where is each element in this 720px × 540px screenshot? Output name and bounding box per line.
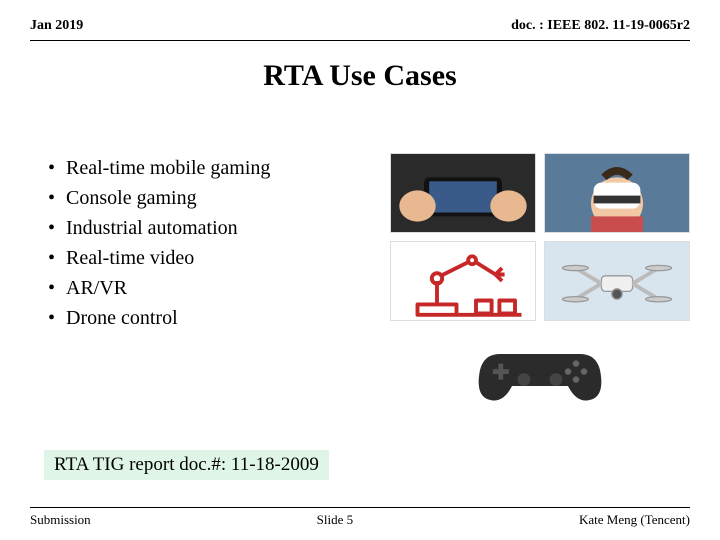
header-date: Jan 2019 [30, 18, 83, 34]
content-area: Real-time mobile gaming Console gaming I… [0, 93, 720, 419]
bullet-item: Real-time video [48, 243, 370, 273]
footnote-highlight: RTA TIG report doc.#: 11-18-2009 [44, 450, 329, 480]
footer-left: Submission [30, 512, 91, 528]
footer-right: Kate Meng (Tencent) [579, 512, 690, 528]
header-doc: doc. : IEEE 802. 11-19-0065r2 [511, 18, 690, 34]
bullet-list: Real-time mobile gaming Console gaming I… [48, 153, 370, 419]
vr-headset-image [544, 153, 690, 233]
bullet-item: Industrial automation [48, 213, 370, 243]
footer-rule [30, 507, 690, 508]
drone-image [544, 241, 690, 321]
bullet-item: Real-time mobile gaming [48, 153, 370, 183]
mobile-gaming-image [390, 153, 536, 233]
bullet-item: Console gaming [48, 183, 370, 213]
header-rule [30, 40, 690, 41]
robotic-arm-image [390, 241, 536, 321]
bullet-item: AR/VR [48, 273, 370, 303]
page-title: RTA Use Cases [0, 59, 720, 93]
footer-center: Slide 5 [317, 512, 353, 528]
bullet-item: Drone control [48, 303, 370, 333]
image-grid [390, 153, 690, 419]
footer: Submission Slide 5 Kate Meng (Tencent) [0, 507, 720, 528]
game-controller-image [390, 329, 690, 419]
